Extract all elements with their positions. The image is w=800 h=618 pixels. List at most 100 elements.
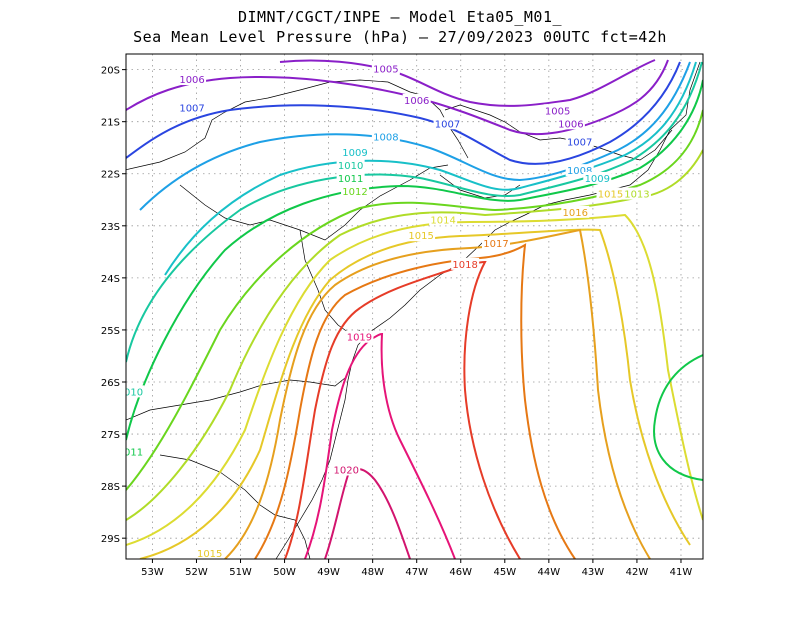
isobar-label-background	[622, 187, 651, 200]
isobar-1013	[126, 149, 703, 521]
axis-ticks: 20S 21S 22S 23S 24S 25S 26S 27S 28S 29S 53W 52W 51W 5…	[101, 66, 692, 578]
isobar-label: 1008	[373, 132, 398, 143]
lon-tick-label: 41W	[670, 567, 693, 578]
isobar-label-background	[332, 463, 361, 476]
isobar-label: 1007	[435, 119, 460, 130]
lon-tick-label: 52W	[185, 567, 208, 578]
isobar-1012	[126, 109, 703, 491]
isobar-label-background	[336, 158, 365, 171]
lon-tick-label: 42W	[626, 567, 649, 578]
lon-tick-label: 46W	[449, 567, 472, 578]
isobar-label: 1015	[197, 549, 222, 560]
isobar-lines	[126, 59, 703, 559]
isobar-label: 1005	[545, 106, 570, 117]
isobar-label-background	[543, 104, 572, 117]
isobar-label: 1015	[598, 190, 623, 201]
isobar-label: 1006	[558, 119, 583, 130]
isobar-label: 1010	[118, 387, 143, 398]
state-border	[179, 164, 449, 241]
atlantic-coastline	[275, 61, 701, 559]
lon-tick-label: 48W	[361, 567, 384, 578]
isobar-1020	[324, 468, 411, 559]
isobar-label-background	[561, 205, 590, 218]
isobar-label-background	[336, 171, 365, 184]
isobar-1017	[254, 243, 576, 559]
isobar-label: 1011	[338, 174, 363, 185]
lat-tick-label: 29S	[101, 534, 120, 545]
isobar-label-background	[429, 213, 458, 226]
isobar-1008	[139, 61, 691, 211]
isobar-label-background	[433, 117, 462, 130]
isobar-1014	[126, 213, 703, 546]
lat-tick-label: 26S	[101, 378, 120, 389]
isobar-label: 1005	[373, 65, 398, 76]
isobar-label-background	[126, 385, 145, 398]
isobar-label-background	[341, 145, 370, 158]
lon-tick-label: 51W	[229, 567, 252, 578]
isobar-label: 1009	[585, 174, 610, 185]
isobar-label-background	[371, 130, 400, 143]
lat-tick-label: 23S	[101, 222, 120, 233]
isobar-label: 1014	[430, 216, 455, 227]
isobar-1006	[126, 59, 669, 136]
isobar-label: 1009	[342, 148, 367, 159]
lat-tick-label: 20S	[101, 66, 120, 77]
lon-tick-label: 44W	[538, 567, 561, 578]
lat-tick-label: 24S	[101, 274, 120, 285]
isobar-label: 1012	[342, 187, 367, 198]
isobar-label-background	[178, 101, 207, 114]
isobar-label: 1018	[452, 260, 477, 271]
isobar-1011	[126, 79, 703, 441]
isobar-label-background	[596, 187, 625, 200]
isobar-1011-east	[653, 354, 703, 481]
lat-tick-label: 28S	[101, 482, 120, 493]
isobar-label-background	[583, 171, 612, 184]
isobar-label: 1015	[408, 231, 433, 242]
lon-tick-label: 49W	[317, 567, 340, 578]
isobar-label: 1020	[334, 465, 359, 476]
isobar-label: 1017	[483, 239, 508, 250]
isobar-label: 1010	[338, 161, 363, 172]
lat-tick-label: 25S	[101, 326, 120, 337]
isobar-label: 1013	[624, 190, 649, 201]
isobar-1015	[139, 228, 691, 559]
lon-tick-label: 45W	[493, 567, 516, 578]
isobar-label-background	[481, 237, 510, 250]
isobar-label: 1011	[118, 447, 143, 458]
isobar-label: 1007	[179, 104, 204, 115]
isobar-1019	[304, 332, 456, 559]
isobar-label-background	[178, 73, 207, 86]
isobar-label-background	[565, 135, 594, 148]
isobar-1005	[279, 59, 656, 107]
isobar-1009	[164, 61, 697, 276]
chart-title-line2: Sea Mean Level Pressure (hPa) – 27/09/20…	[133, 28, 667, 46]
coastline-and-borders	[126, 61, 701, 559]
isobar-label: 1006	[179, 75, 204, 86]
isobar-label-background	[345, 330, 374, 343]
chart-title-line1: DIMNT/CGCT/INPE – Model Eta05_M01_	[237, 8, 563, 26]
lon-tick-label: 43W	[582, 567, 605, 578]
lon-tick-label: 50W	[273, 567, 296, 578]
isobar-label-background	[451, 257, 480, 270]
isobar-1007	[126, 61, 681, 165]
state-border	[444, 104, 673, 161]
isobar-label-background	[371, 62, 400, 75]
lat-tick-label: 27S	[101, 430, 120, 441]
isobar-label-background	[341, 184, 370, 197]
isobar-label: 1007	[567, 138, 592, 149]
isobar-label-background	[195, 546, 224, 559]
isobar-label-background	[556, 117, 585, 130]
state-border	[126, 79, 469, 171]
state-border	[159, 454, 311, 559]
map-frame	[125, 53, 704, 560]
lat-tick-label: 22S	[101, 170, 120, 181]
lat-tick-label: 21S	[101, 118, 120, 129]
isobar-label: 1008	[567, 166, 592, 177]
lon-tick-label: 53W	[141, 567, 164, 578]
isobar-label: 1006	[404, 96, 429, 107]
isobar-labels: 1005 1006 1006 1005 1006 1007 1007 1007 1008 1008…	[118, 62, 651, 560]
state-border	[126, 377, 346, 421]
lon-tick-label: 47W	[405, 567, 428, 578]
isobar-label-background	[126, 445, 145, 458]
